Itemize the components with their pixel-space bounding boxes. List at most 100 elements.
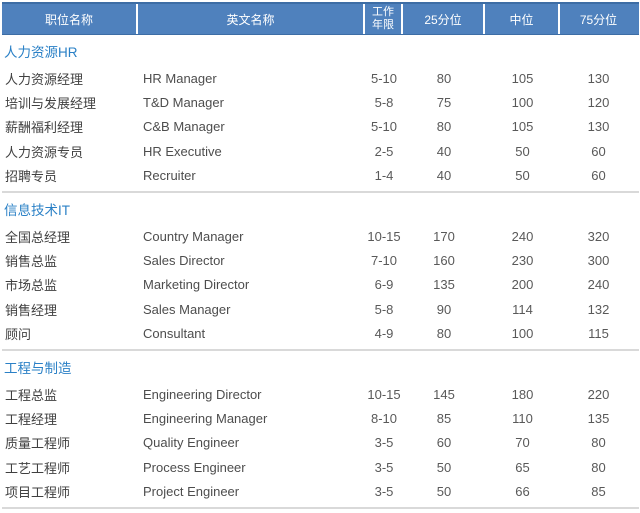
job-title-cell: 全国总经理: [5, 229, 71, 245]
years-cell: 10-15: [367, 386, 401, 402]
table-row: 招聘专员 Recruiter 1-4 40 50 60: [2, 164, 639, 188]
p75-cell: 80: [591, 435, 606, 451]
job-title-cell: 薪酬福利经理: [5, 120, 84, 136]
p25-cell: 60: [436, 435, 452, 451]
p25-cell: 90: [436, 301, 452, 317]
years-cell: 5-10: [370, 119, 398, 135]
section-header: 信息技术IT: [4, 202, 70, 218]
job-title-cell: 工程总监: [5, 387, 58, 403]
job-title-cell: 人力资源经理: [5, 71, 84, 87]
p75-cell: 135: [587, 410, 610, 426]
column-header-job-title: 职位名称: [2, 4, 138, 34]
english-name-cell: T&D Manager: [143, 95, 224, 111]
english-name-cell: Engineering Director: [143, 386, 262, 402]
years-cell: 5-8: [374, 95, 394, 111]
years-cell: 3-5: [374, 459, 394, 475]
p75-cell: 115: [588, 326, 609, 342]
job-title-cell: 招聘专员: [5, 169, 58, 185]
column-header-p75: 75分位: [579, 12, 618, 27]
table-row: 销售总监 Sales Director 7-10 160 230 300: [2, 248, 639, 272]
table-row: 项目工程师 Project Engineer 3-5 50 66 85: [2, 479, 639, 503]
table-section: 信息技术IT 全国总经理 Country Manager 10-15 170 240 320…: [2, 198, 639, 351]
p25-cell: 160: [433, 253, 455, 269]
p25-cell: 135: [433, 277, 455, 293]
table-row: 工艺工程师 Process Engineer 3-5 50 65 80: [2, 455, 639, 479]
years-cell: 3-5: [374, 435, 394, 451]
p75-cell: 130: [587, 70, 610, 86]
years-cell: 5-10: [370, 70, 398, 86]
p25-cell: 80: [436, 70, 452, 86]
years-cell: 5-8: [374, 301, 394, 317]
english-name-cell: HR Executive: [143, 143, 222, 159]
english-name-cell: C&B Manager: [143, 119, 225, 135]
table-row: 人力资源经理 HR Manager 5-10 80 105 130: [2, 66, 639, 90]
years-cell: 4-9: [374, 326, 394, 342]
median-cell: 70: [515, 435, 530, 451]
median-cell: 100: [511, 326, 534, 342]
table-row: 薪酬福利经理 C&B Manager 5-10 80 105 130: [2, 115, 639, 139]
p75-cell: 130: [587, 119, 610, 135]
median-cell: 105: [511, 70, 534, 86]
english-name-cell: Sales Director: [143, 253, 225, 269]
english-name-cell: Recruiter: [143, 168, 196, 184]
column-header-p25: 25分位: [403, 4, 485, 34]
years-cell: 8-10: [370, 410, 398, 426]
table-row: 人力资源专员 HR Executive 2-5 40 50 60: [2, 139, 639, 163]
p75-cell: 60: [591, 168, 606, 184]
years-cell: 6-9: [374, 277, 394, 293]
english-name-cell: Consultant: [143, 326, 206, 342]
p25-cell: 75: [436, 95, 452, 111]
table-row: 市场总监 Marketing Director 6-9 135 200 240: [2, 273, 639, 297]
median-cell: 105: [511, 119, 534, 135]
p25-cell: 170: [433, 228, 455, 244]
p25-cell: 40: [436, 168, 452, 184]
p25-cell: 80: [436, 119, 452, 135]
job-title-cell: 市场总监: [5, 278, 58, 294]
english-name-cell: Project Engineer: [143, 484, 240, 500]
job-title-cell: 质量工程师: [5, 436, 71, 452]
section-header: 人力资源HR: [4, 45, 78, 60]
median-cell: 100: [511, 95, 534, 111]
table-row: 质量工程师 Quality Engineer 3-5 60 70 80: [2, 431, 639, 455]
table-row: 工程经理 Engineering Manager 8-10 85 110 135: [2, 406, 639, 430]
median-cell: 114: [512, 301, 533, 317]
years-cell: 2-5: [374, 143, 394, 159]
p25-cell: 80: [436, 326, 452, 342]
english-name-cell: Marketing Director: [143, 277, 250, 293]
p75-cell: 132: [587, 301, 610, 317]
years-cell: 10-15: [367, 228, 401, 244]
table-row: 全国总经理 Country Manager 10-15 170 240 320: [2, 224, 639, 248]
table-row: 培训与发展经理 T&D Manager 5-8 75 100 120: [2, 90, 639, 114]
p75-cell: 120: [587, 95, 610, 111]
years-cell: 7-10: [370, 253, 398, 269]
job-title-cell: 销售经理: [5, 302, 58, 318]
p75-cell: 300: [587, 253, 610, 269]
section-header: 工程与制造: [4, 360, 72, 376]
median-cell: 180: [511, 386, 534, 402]
english-name-cell: HR Manager: [143, 70, 217, 86]
english-name-cell: Process Engineer: [143, 459, 246, 475]
table-row: 顾问 Consultant 4-9 80 100 115: [2, 322, 639, 346]
p75-cell: 220: [587, 386, 610, 402]
english-name-cell: Country Manager: [143, 228, 244, 244]
table-body: 人力资源HR 人力资源经理 HR Manager 5-10 80 105 130 培训与发展经…: [2, 40, 639, 509]
median-cell: 110: [512, 410, 533, 426]
p25-cell: 50: [436, 459, 452, 475]
job-title-cell: 人力资源专员: [5, 144, 84, 160]
years-cell: 3-5: [374, 484, 394, 500]
years-cell: 1-4: [374, 168, 394, 184]
job-title-cell: 工程经理: [5, 411, 58, 427]
p25-cell: 40: [436, 143, 452, 159]
p75-cell: 80: [591, 459, 606, 475]
job-title-cell: 顾问: [5, 327, 32, 343]
median-cell: 200: [511, 277, 534, 293]
column-header-median: 中位: [485, 4, 560, 34]
table-section: 人力资源HR 人力资源经理 HR Manager 5-10 80 105 130 培训与发展经…: [2, 40, 639, 193]
median-cell: 50: [515, 168, 530, 184]
table-row: 销售经理 Sales Manager 5-8 90 114 132: [2, 297, 639, 321]
median-cell: 65: [515, 459, 530, 475]
p75-cell: 60: [591, 143, 606, 159]
column-header-years: 工作年限: [365, 4, 403, 34]
p75-cell: 320: [587, 228, 610, 244]
